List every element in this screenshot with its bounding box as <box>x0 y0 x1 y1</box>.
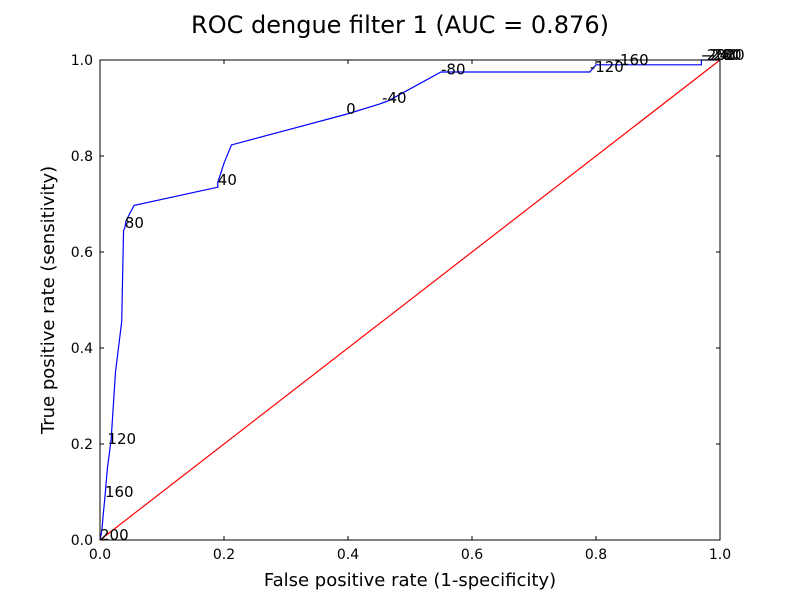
x-tick-label: 0.2 <box>213 547 235 563</box>
x-tick-label: 0.6 <box>461 547 483 563</box>
threshold-label: 80 <box>125 214 144 232</box>
threshold-label: 200 <box>100 526 129 544</box>
series-line-0 <box>99 59 720 541</box>
y-tick-label: 0.8 <box>71 149 93 165</box>
y-tick-label: 0.6 <box>71 245 93 261</box>
plot-frame <box>99 59 721 541</box>
threshold-label: -40 <box>382 89 407 107</box>
threshold-label: -320 <box>711 46 745 64</box>
x-tick-label: 0.8 <box>585 547 607 563</box>
threshold-label: 0 <box>346 100 356 118</box>
x-tick-label: 1.0 <box>709 547 731 563</box>
y-tick-label: 0.4 <box>71 341 93 357</box>
x-tick-label: 0.4 <box>337 547 359 563</box>
threshold-label: -120 <box>590 58 624 76</box>
chart-title: ROC dengue filter 1 (AUC = 0.876) <box>191 11 609 39</box>
y-tick-label: 0.2 <box>71 437 93 453</box>
axis-ticks: 0.0 0.2 0.4 0.6 0.8 1.0 0.0 0.2 0.4 0.6 0.8 1.0 <box>71 53 731 563</box>
threshold-label: -80 <box>441 60 466 78</box>
y-tick-label: 1.0 <box>71 53 93 69</box>
threshold-label: 40 <box>218 171 237 189</box>
x-tick-label: 0.0 <box>89 547 111 563</box>
x-axis-label: False positive rate (1-specificity) <box>264 570 556 591</box>
threshold-label: 160 <box>105 483 134 501</box>
threshold-label: 120 <box>107 430 136 448</box>
y-tick-label: 0.0 <box>71 533 93 549</box>
y-axis-label: True positive rate (sensitivity) <box>38 166 59 435</box>
series-line-1 <box>99 59 721 541</box>
